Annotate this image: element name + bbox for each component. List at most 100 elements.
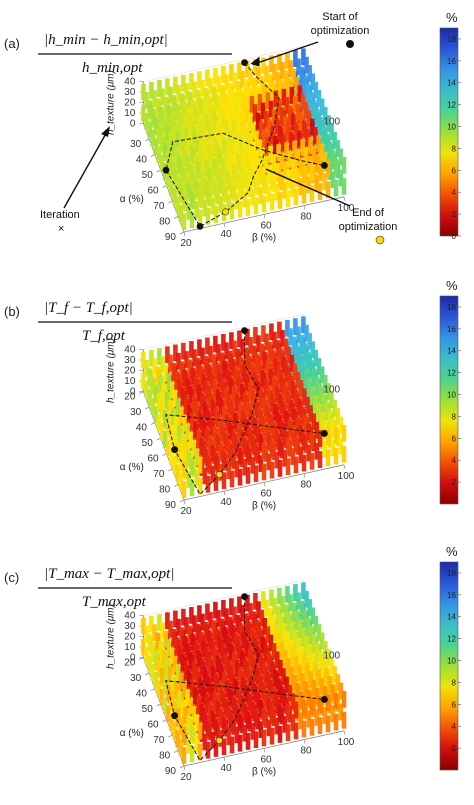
beta-axis-label: β (%) [252,232,276,243]
bar [242,703,248,721]
bar [217,682,222,699]
bar [288,60,293,78]
alpha-tick-label: 70 [153,201,165,212]
bar [313,81,319,99]
bar [194,714,200,732]
bar [246,621,252,639]
bar [285,319,290,337]
bar [182,369,188,387]
bar [244,373,250,391]
bar [305,396,310,414]
beta-tick [223,757,226,762]
formula-numerator: |T_max − T_max,opt| [44,566,174,582]
bar [221,183,227,201]
bar [202,712,208,730]
bar [301,699,307,717]
bar [293,188,299,206]
bar [302,343,308,360]
bar [250,122,256,140]
bar [153,405,159,423]
bar [249,409,254,426]
alpha-tick [179,499,185,503]
bar [201,106,207,124]
beta-end-label: 100 [323,116,340,127]
bar [217,416,222,433]
bar [226,173,232,190]
beta-axis-label: β (%) [252,500,276,511]
bar [190,413,195,430]
bar [245,178,251,195]
bar [269,172,275,190]
bar [188,118,194,136]
bar [261,57,266,74]
bar [208,77,213,95]
bar [249,95,255,113]
bar [172,456,177,473]
bar [269,706,275,724]
bar [213,453,219,470]
bar [266,453,272,471]
bar [254,665,259,682]
bar [280,596,285,613]
bar [196,429,201,447]
bar [197,339,202,357]
bar [311,100,317,118]
path-node [241,593,248,600]
bar [269,727,275,745]
beta-tick [343,730,346,735]
bar [239,429,245,447]
bar [318,384,323,402]
bar [229,449,235,467]
bar [322,707,328,724]
bar [218,442,224,460]
bar [269,589,274,607]
bar [201,151,206,169]
bar [283,604,288,622]
bar [187,625,192,643]
bar [322,374,328,392]
bar [286,657,291,675]
bar [228,109,234,127]
bar [285,458,291,476]
bar [306,110,312,128]
bar [230,670,235,688]
bar [169,381,175,399]
bar [276,98,282,116]
bar [322,441,328,458]
bar [256,601,261,619]
bar [306,710,312,728]
bar [250,722,256,740]
bar [267,607,272,625]
bar [201,640,207,658]
alpha-tick [162,453,167,456]
bar [244,105,250,123]
bar [171,629,176,646]
bar [205,207,211,225]
colorbar-tick-label: 10 [447,123,456,132]
bar [319,677,325,695]
bar [218,129,224,147]
bar [159,667,165,685]
bar [298,112,304,129]
bar [318,116,323,134]
bar [314,376,320,394]
bar [326,383,331,400]
bar [204,648,210,666]
colorbar-tick-label: 10 [447,391,456,400]
bar [292,140,297,158]
bar [295,683,301,700]
bar [253,197,259,215]
bar [141,351,146,369]
bar [310,386,315,404]
alpha-tick-label: 20 [124,392,136,403]
bar [206,96,212,114]
bar [164,657,170,675]
alpha-tick-label: 40 [136,155,148,166]
bar [210,465,216,483]
bar [309,718,315,736]
bar [178,204,184,222]
bar [147,655,152,673]
colorbar-tick-label: 2 [452,744,457,753]
bar [298,425,304,443]
bar [280,62,285,79]
